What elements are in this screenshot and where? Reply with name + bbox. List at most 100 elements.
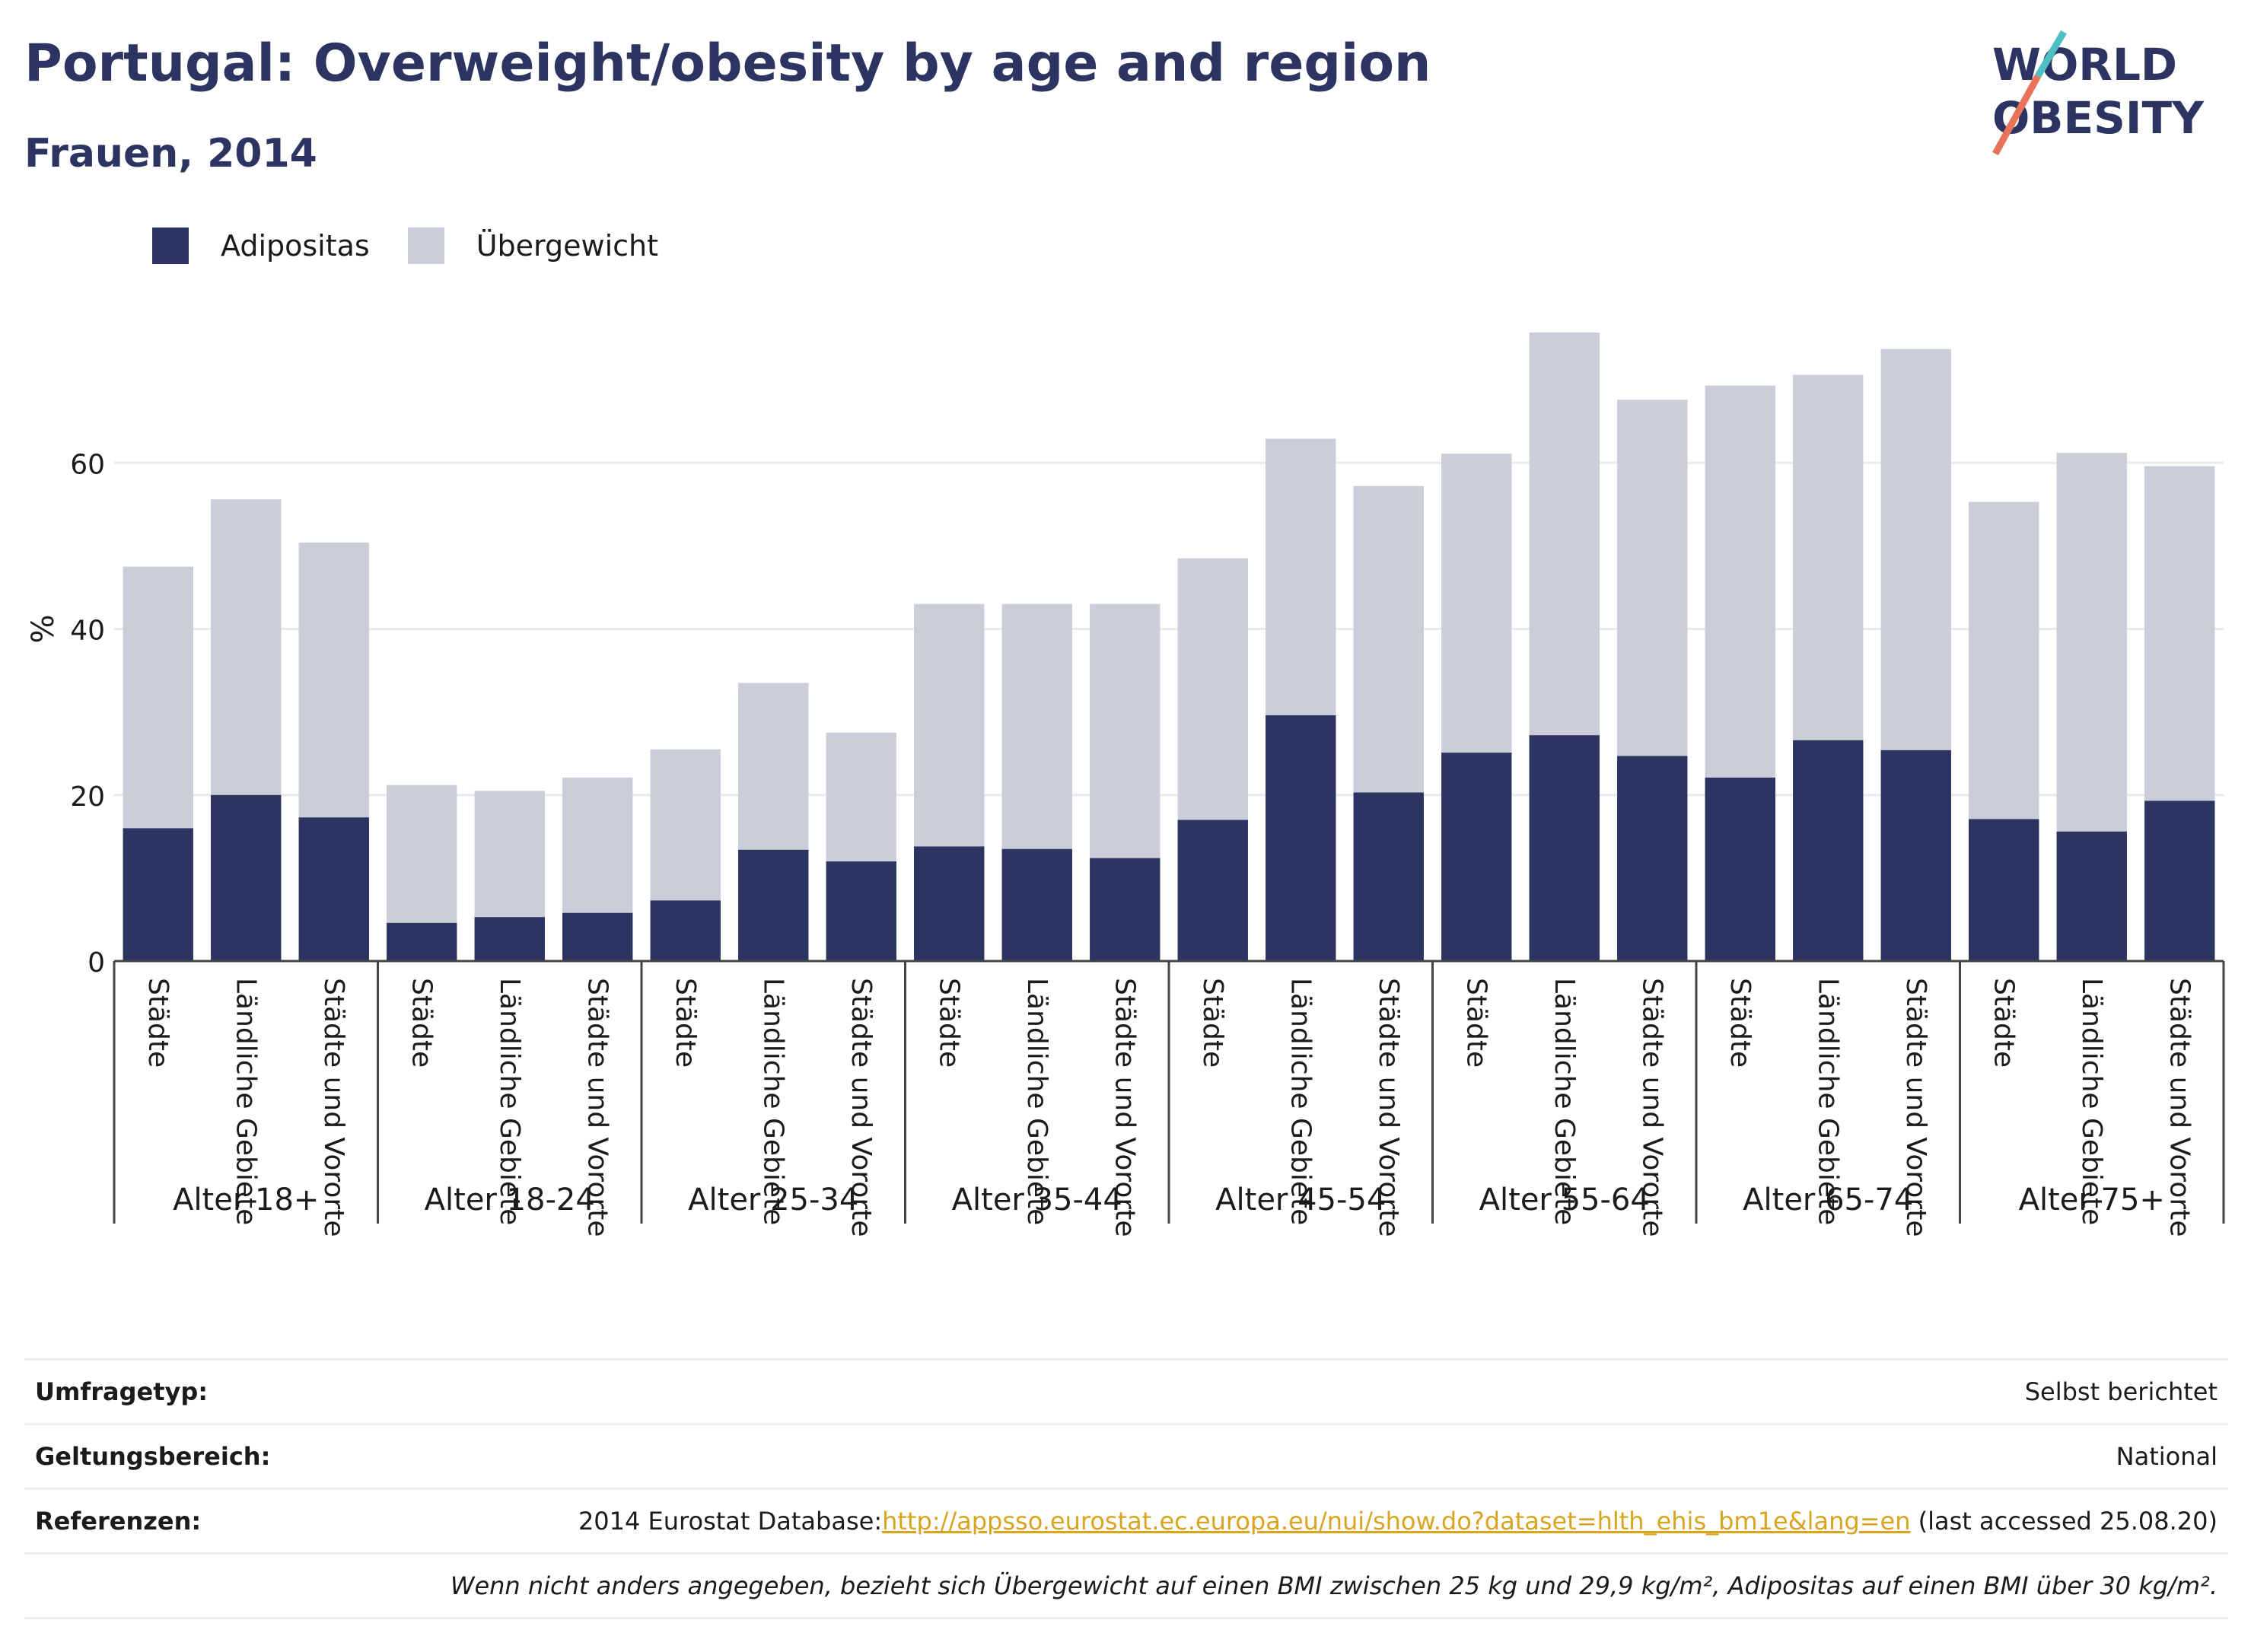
x-subcategory-label: Städte [933, 978, 964, 1068]
bar-obesity [562, 912, 633, 961]
bar-obesity [1617, 756, 1688, 961]
bar-overweight [914, 603, 985, 847]
bar-obesity [1529, 735, 1600, 961]
x-subcategory-label: Ländliche Gebiete [230, 978, 261, 1225]
x-subcategory-label: Städte [406, 978, 437, 1068]
bar-overweight [1705, 385, 1775, 778]
bar-obesity [2144, 801, 2215, 961]
x-group-label: Alter 35-44 [952, 1183, 1122, 1218]
y-axis-label: % [26, 614, 61, 643]
x-subcategory-label: Städte [142, 978, 174, 1068]
bar-overweight [1177, 558, 1248, 820]
chart-subtitle: Frauen, 2014 [24, 131, 317, 177]
bar-overweight [1529, 332, 1600, 736]
chart-title: Portugal: Overweight/obesity by age and … [24, 33, 1431, 94]
bar-obesity [474, 917, 545, 961]
bar-overweight [1969, 501, 2039, 820]
references-prefix: 2014 Eurostat Database: [578, 1507, 883, 1536]
x-subcategory-label: Ländliche Gebiete [1021, 978, 1052, 1225]
scope-value: National [2116, 1442, 2218, 1471]
bar-obesity [1353, 792, 1424, 961]
x-subcategory-label: Städte [1724, 978, 1756, 1068]
bar-overweight [123, 566, 193, 829]
y-tick-label: 60 [70, 449, 105, 480]
x-subcategory-label: Städte [1460, 978, 1492, 1068]
references-suffix: (last accessed 25.08.20) [1910, 1507, 2218, 1536]
x-group-label: Alter 18-24 [425, 1183, 595, 1218]
x-group-label: Alter 25-34 [688, 1183, 858, 1218]
logo-slash-orange [1992, 74, 2041, 156]
bar-obesity [387, 922, 457, 961]
bar-overweight [1793, 374, 1864, 740]
bar-obesity [914, 846, 985, 961]
x-subcategory-label: Ländliche Gebiete [1549, 978, 1580, 1225]
bar-overweight [474, 791, 545, 918]
bar-obesity [1880, 750, 1951, 961]
bar-overweight [650, 749, 721, 901]
legend-label-obesity: Adipositas [221, 229, 370, 263]
bar-overweight [387, 785, 457, 923]
bar-overweight [1880, 349, 1951, 750]
bar-obesity [2056, 831, 2127, 961]
info-row-survey: Umfragetyp: Selbst berichtet [24, 1358, 2228, 1423]
bar-obesity [1177, 820, 1248, 961]
bar-overweight [1090, 603, 1161, 858]
bar-obesity [1705, 777, 1775, 961]
x-subcategory-label: Ländliche Gebiete [757, 978, 788, 1225]
scope-label: Geltungsbereich: [35, 1442, 271, 1471]
chart-legend: Adipositas Übergewicht [152, 227, 696, 265]
legend-item-obesity[interactable]: Adipositas [152, 228, 370, 264]
survey-type-label: Umfragetyp: [35, 1377, 209, 1406]
x-subcategory-label: Ländliche Gebiete [494, 978, 525, 1225]
bar-overweight [1001, 603, 1072, 849]
references-value: 2014 Eurostat Database:http://appsso.eur… [578, 1507, 2228, 1536]
survey-type-value: Selbst berichtet [2024, 1377, 2218, 1406]
stacked-bar-chart: 0 20 40 60% Städte Ländliche Gebiete Städte un… [26, 332, 2225, 1237]
bar-overweight [1617, 399, 1688, 756]
legend-item-overweight[interactable]: Übergewicht [407, 228, 658, 264]
bar-overweight [1266, 438, 1336, 715]
x-subcategory-label: Ländliche Gebiete [1285, 978, 1316, 1225]
bar-obesity [1001, 848, 1072, 961]
x-subcategory-label: Städte und Vororte [1373, 978, 1404, 1237]
bar-overweight [211, 499, 282, 795]
y-tick-label: 20 [70, 781, 105, 813]
info-row-references: Referenzen: 2014 Eurostat Database:http:… [24, 1488, 2228, 1552]
legend-swatch-obesity [152, 228, 189, 264]
logo-line1: WORLD [1992, 39, 2177, 91]
bar-obesity [1793, 740, 1864, 961]
bar-overweight [826, 732, 896, 862]
x-subcategory-label: Städte [670, 978, 701, 1068]
x-subcategory-label: Ländliche Gebiete [1812, 978, 1843, 1225]
legend-swatch-overweight [407, 228, 444, 264]
bar-overweight [298, 543, 369, 818]
references-label: Referenzen: [35, 1507, 202, 1536]
references-link[interactable]: http://appsso.eurostat.ec.europa.eu/nui/… [882, 1507, 1911, 1536]
bar-obesity [298, 817, 369, 961]
x-subcategory-label: Städte und Vororte [1900, 978, 1931, 1237]
bar-obesity [211, 794, 282, 961]
legend-label-overweight: Übergewicht [476, 229, 658, 263]
x-subcategory-label: Städte und Vororte [1636, 978, 1667, 1237]
bar-obesity [1969, 819, 2039, 961]
x-group-label: Alter 65-74 [1743, 1183, 1913, 1218]
y-tick-label: 0 [88, 947, 105, 979]
x-subcategory-label: Städte und Vororte [2163, 978, 2195, 1237]
x-subcategory-label: Städte [1988, 978, 2019, 1068]
info-row-note: Wenn nicht anders angegeben, bezieht sic… [24, 1552, 2228, 1619]
x-group-label: Alter 18+ [173, 1183, 319, 1218]
bar-overweight [2056, 453, 2127, 832]
x-group-label: Alter 55-64 [1479, 1183, 1650, 1218]
info-row-scope: Geltungsbereich: National [24, 1423, 2228, 1488]
bar-obesity [826, 861, 896, 961]
definition-note: Wenn nicht anders angegeben, bezieht sic… [450, 1571, 2218, 1600]
bar-overweight [738, 683, 809, 850]
x-group-label: Alter 45-54 [1215, 1183, 1386, 1218]
bar-obesity [123, 828, 193, 961]
x-subcategory-label: Städte [1197, 978, 1228, 1068]
info-table: Umfragetyp: Selbst berichtet Geltungsber… [24, 1358, 2228, 1619]
world-obesity-logo: WORLD OBESITY [1992, 30, 2205, 156]
bar-obesity [650, 900, 721, 961]
x-subcategory-label: Städte und Vororte [581, 978, 613, 1237]
bar-overweight [1441, 454, 1512, 753]
